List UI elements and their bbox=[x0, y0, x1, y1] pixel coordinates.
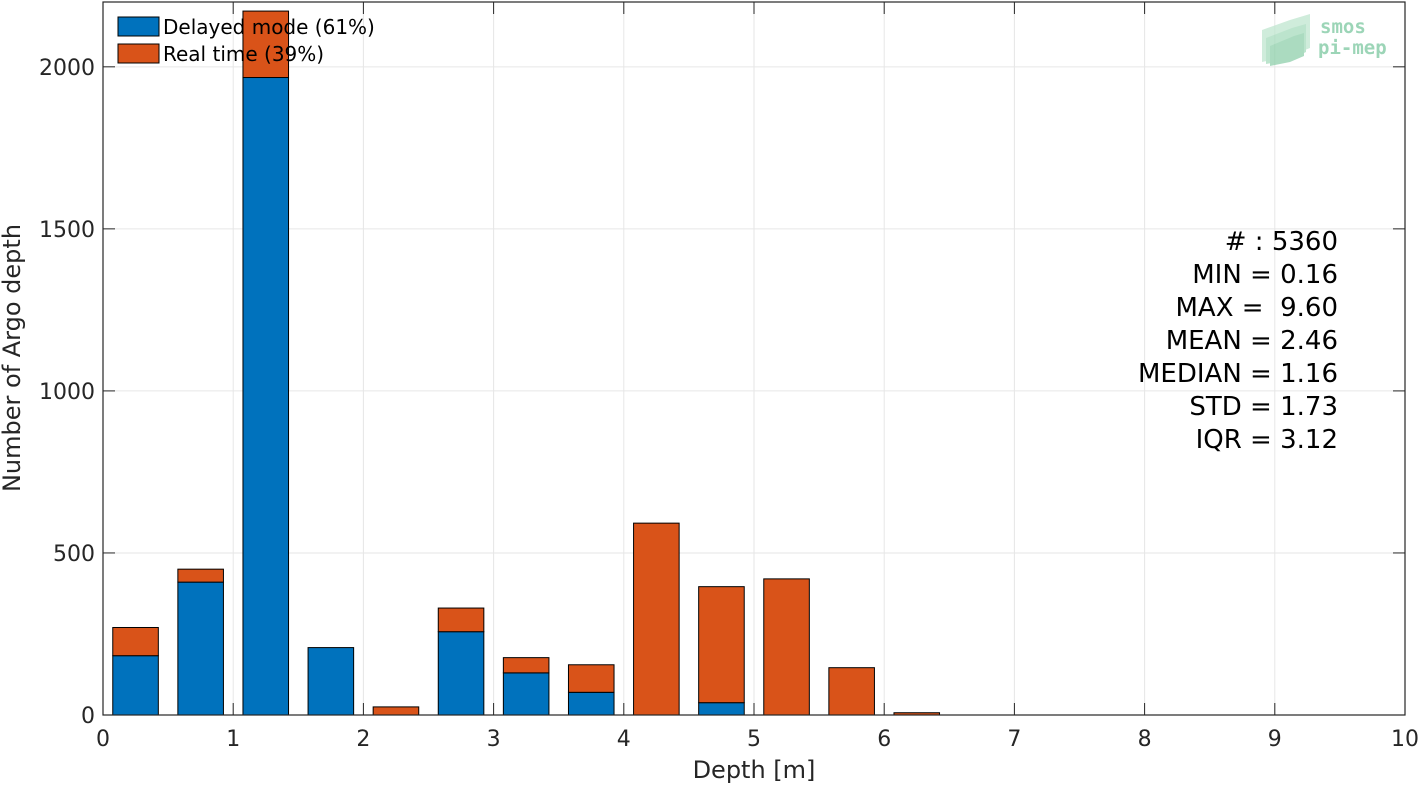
bar-delayed-mode bbox=[698, 702, 745, 716]
bars-group bbox=[112, 10, 941, 716]
bar-delayed-mode bbox=[112, 655, 159, 716]
bar-real-time bbox=[177, 568, 224, 583]
x-axis-title: Depth [m] bbox=[693, 756, 816, 784]
bar-real-time bbox=[437, 607, 485, 633]
bar-delayed-mode bbox=[242, 77, 290, 716]
stats-line: MAX = 9.60 bbox=[1176, 293, 1339, 323]
bar-delayed-mode bbox=[502, 672, 550, 716]
y-tick-label: 2000 bbox=[39, 56, 95, 81]
x-tick-label: 1 bbox=[226, 727, 240, 752]
logo-text-line1: smos bbox=[1320, 16, 1366, 38]
bar-delayed-mode bbox=[307, 647, 355, 716]
x-tick-label: 0 bbox=[96, 727, 110, 752]
bar-delayed-mode bbox=[437, 631, 485, 716]
x-tick-label: 4 bbox=[617, 727, 631, 752]
x-tick-label: 10 bbox=[1391, 727, 1419, 752]
legend-swatch-delayed bbox=[117, 16, 160, 37]
logo-text-line2: pi-mep bbox=[1318, 37, 1387, 59]
y-tick-label: 1500 bbox=[39, 218, 95, 243]
legend-label-delayed: Delayed mode (61%) bbox=[163, 15, 375, 39]
axis-ticks bbox=[102, 2, 1406, 716]
bar-real-time bbox=[567, 664, 615, 693]
bar-real-time bbox=[502, 657, 550, 674]
bar-real-time bbox=[828, 667, 875, 716]
x-tick-label: 8 bbox=[1138, 727, 1152, 752]
logo-emblem-icon bbox=[1262, 14, 1310, 66]
legend-label-realtime: Real time (39%) bbox=[163, 42, 324, 66]
stats-line: MEDIAN = 1.16 bbox=[1138, 359, 1338, 389]
stats-line: MEAN = 2.46 bbox=[1166, 326, 1338, 356]
stats-line: IQR = 3.12 bbox=[1196, 425, 1338, 455]
axis-tick-labels: 0 1 2 3 4 5 6 7 8 9 10 0 500 1000 1500 2000 bbox=[39, 56, 1419, 752]
stats-line: # : 5360 bbox=[1225, 227, 1338, 257]
x-tick-label: 5 bbox=[747, 727, 761, 752]
x-tick-label: 7 bbox=[1007, 727, 1021, 752]
x-tick-label: 2 bbox=[356, 727, 370, 752]
y-tick-label: 1000 bbox=[39, 380, 95, 405]
bar-real-time bbox=[372, 706, 420, 716]
bar-delayed-mode bbox=[567, 691, 615, 716]
bar-real-time bbox=[763, 578, 810, 716]
legend-swatch-realtime bbox=[117, 43, 160, 64]
x-tick-label: 6 bbox=[877, 727, 891, 752]
y-axis-title: Number of Argo depth bbox=[0, 224, 26, 492]
bar-real-time bbox=[698, 586, 745, 704]
bar-delayed-mode bbox=[177, 581, 224, 716]
legend: Delayed mode (61%) Real time (39%) bbox=[117, 15, 375, 66]
bar-real-time bbox=[633, 522, 680, 716]
x-tick-label: 9 bbox=[1268, 727, 1282, 752]
bar-real-time bbox=[242, 10, 290, 79]
bar-real-time bbox=[112, 626, 159, 657]
y-tick-label: 500 bbox=[53, 542, 95, 567]
y-tick-label: 0 bbox=[81, 704, 95, 729]
stats-line: STD = 1.73 bbox=[1189, 392, 1338, 422]
stats-line: MIN = 0.16 bbox=[1192, 260, 1338, 290]
smos-pimep-logo: smos pi-mep bbox=[1262, 14, 1387, 66]
x-tick-label: 3 bbox=[487, 727, 501, 752]
